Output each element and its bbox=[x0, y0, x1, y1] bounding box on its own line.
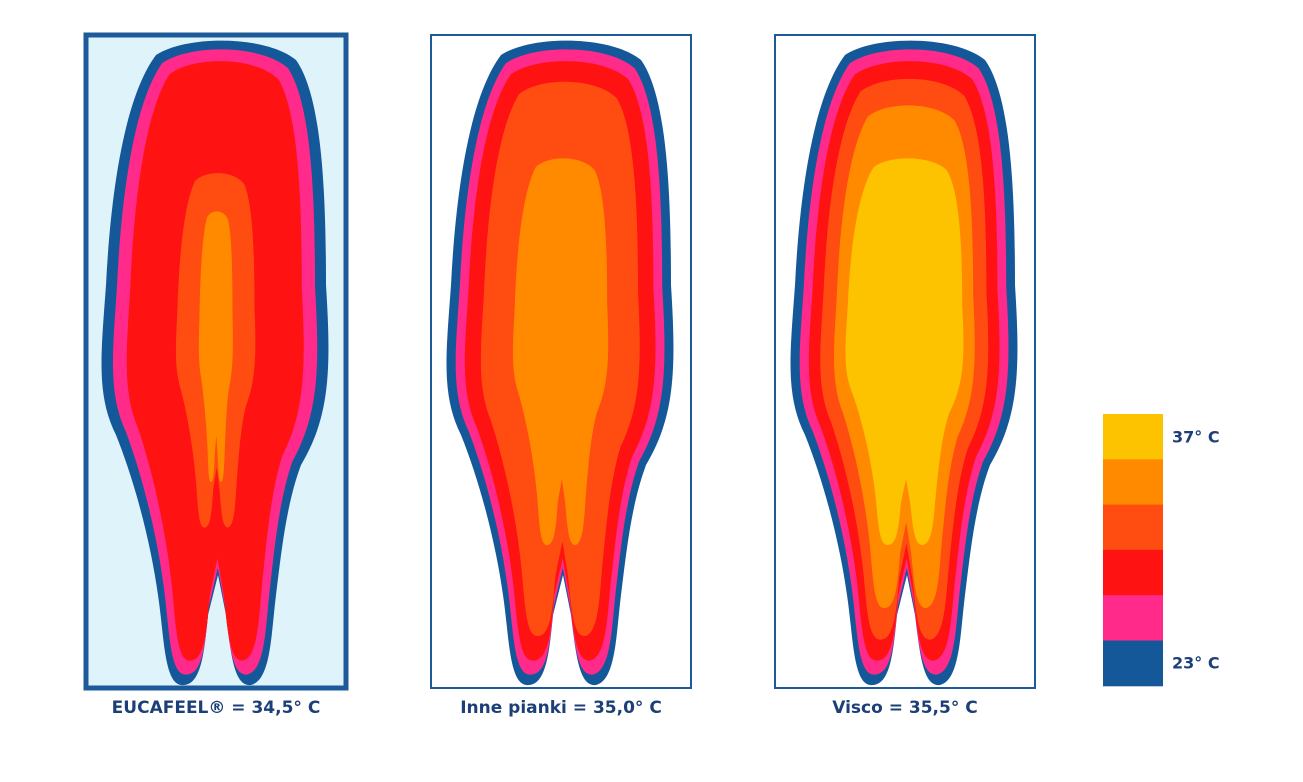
legend-bottom-label: 23° C bbox=[1172, 654, 1220, 673]
legend-swatch bbox=[1103, 640, 1163, 687]
legend-swatch bbox=[1103, 595, 1163, 641]
panels bbox=[83, 32, 1036, 691]
legend-swatch bbox=[1103, 414, 1163, 460]
legend-swatch bbox=[1103, 549, 1163, 596]
caption: Inne pianki = 35,0° C bbox=[460, 698, 662, 718]
caption: EUCAFEEL® = 34,5° C bbox=[112, 698, 321, 718]
caption: Visco = 35,5° C bbox=[832, 698, 977, 718]
thermal-panel bbox=[774, 34, 1036, 689]
thermal-panel bbox=[430, 34, 692, 689]
heat-zone bbox=[845, 158, 964, 546]
heat-zone bbox=[512, 158, 609, 546]
legend-swatch bbox=[1103, 459, 1163, 506]
temperature-legend bbox=[1103, 414, 1163, 687]
thermal-panel bbox=[83, 32, 349, 691]
heat-zone bbox=[198, 211, 233, 483]
legend-top-label: 37° C bbox=[1172, 428, 1220, 447]
legend-swatch bbox=[1103, 504, 1163, 551]
